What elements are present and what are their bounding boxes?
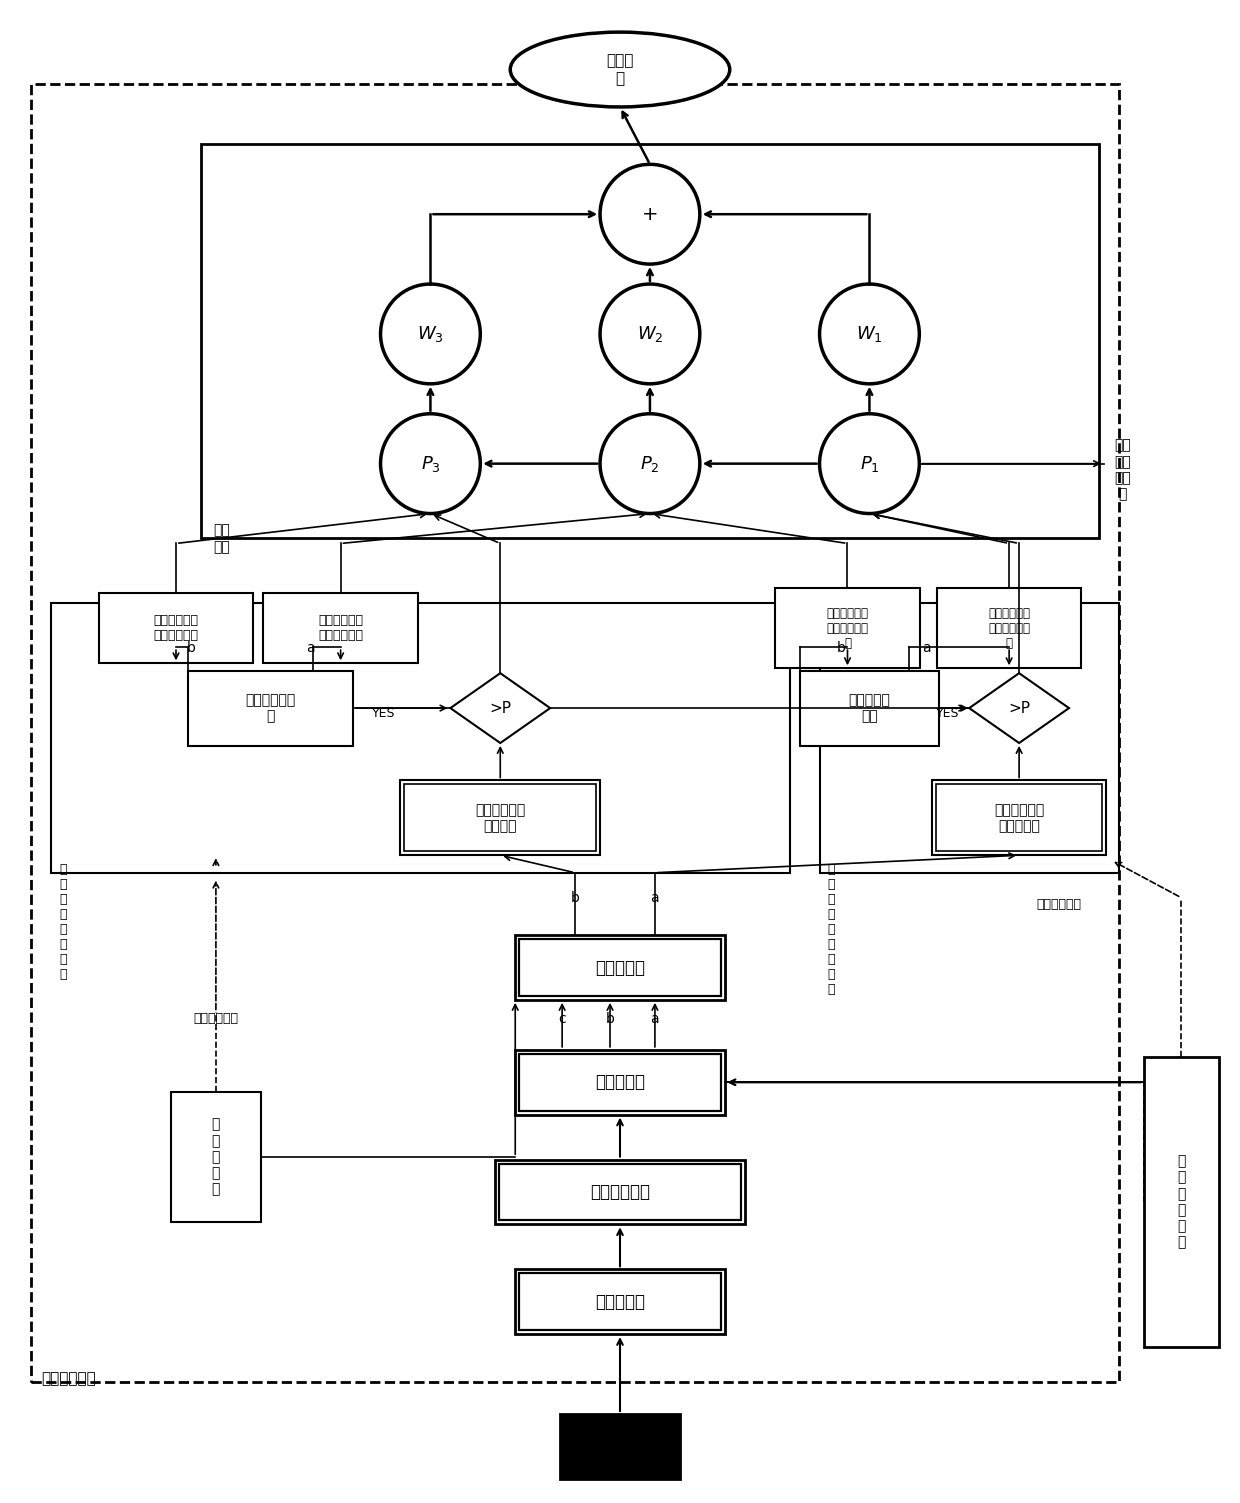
Text: 特征提取网络: 特征提取网络 — [590, 1183, 650, 1201]
Bar — [201, 144, 1099, 538]
Text: 结肠镜化学染
色早癌识别模
型: 结肠镜化学染 色早癌识别模 型 — [827, 607, 868, 649]
Bar — [520, 1273, 720, 1330]
Bar — [800, 670, 939, 745]
Polygon shape — [970, 673, 1069, 742]
Text: a: a — [306, 642, 315, 655]
Text: 内镜分类特征: 内镜分类特征 — [193, 1013, 238, 1025]
Text: 图像分类特征: 图像分类特征 — [1037, 897, 1081, 911]
Bar — [51, 603, 790, 873]
Bar — [31, 84, 1118, 1381]
Circle shape — [381, 284, 480, 383]
Text: 内
镜
分
类
器: 内 镜 分 类 器 — [212, 1118, 219, 1196]
Bar — [775, 588, 920, 669]
Text: 胃镜染色控制
器: 胃镜染色控制 器 — [246, 693, 296, 723]
Bar — [516, 1049, 724, 1115]
Text: 结
肠
镜
早
癌
识
别
模
型: 结 肠 镜 早 癌 识 别 模 型 — [827, 863, 835, 996]
Bar — [401, 780, 600, 855]
Text: 权值
模块: 权值 模块 — [213, 523, 229, 553]
Text: 结肠镜白光早
癌识别模型: 结肠镜白光早 癌识别模型 — [994, 803, 1044, 833]
Text: YES: YES — [935, 706, 959, 720]
Circle shape — [600, 284, 699, 383]
Bar — [404, 785, 596, 851]
Text: 图像控制器: 图像控制器 — [595, 1073, 645, 1091]
Bar — [500, 1163, 740, 1220]
Text: YES: YES — [372, 706, 396, 720]
Text: 胃
镜
早
癌
识
别
模
型: 胃 镜 早 癌 识 别 模 型 — [60, 863, 67, 981]
Bar — [516, 935, 724, 999]
Text: a: a — [651, 1013, 660, 1027]
Bar — [1143, 1057, 1219, 1347]
Bar — [520, 1054, 720, 1111]
Text: 结肠镜电子染
色早癌识别模
型: 结肠镜电子染 色早癌识别模 型 — [988, 607, 1030, 649]
Text: a: a — [651, 891, 660, 905]
Text: 胃镜白光早癌
识别模型: 胃镜白光早癌 识别模型 — [475, 803, 526, 833]
Text: 结肠染色控
制器: 结肠染色控 制器 — [848, 693, 890, 723]
Circle shape — [820, 413, 919, 514]
Text: $W_3$: $W_3$ — [417, 325, 444, 344]
Text: >P: >P — [1008, 700, 1030, 715]
Text: 图像预处理: 图像预处理 — [595, 1293, 645, 1311]
Bar — [936, 588, 1081, 669]
Bar — [820, 603, 1118, 873]
Text: 内镜控制器: 内镜控制器 — [595, 959, 645, 977]
Text: 是否
清除
概率
值: 是否 清除 概率 值 — [1114, 439, 1131, 502]
Text: b: b — [570, 891, 579, 905]
Bar — [516, 1270, 724, 1335]
Text: b: b — [837, 642, 846, 655]
Circle shape — [820, 284, 919, 383]
Ellipse shape — [510, 32, 730, 107]
Text: $P_2$: $P_2$ — [640, 454, 660, 473]
Text: $W_2$: $W_2$ — [636, 325, 663, 344]
Circle shape — [381, 413, 480, 514]
Bar — [263, 594, 418, 663]
Bar — [931, 780, 1106, 855]
Bar — [495, 1160, 745, 1225]
Text: 癌症概
率: 癌症概 率 — [606, 53, 634, 86]
Text: b: b — [186, 642, 196, 655]
Text: $P_1$: $P_1$ — [859, 454, 879, 473]
Text: $W_1$: $W_1$ — [856, 325, 883, 344]
Text: c: c — [558, 1013, 565, 1027]
Text: 图
像
分
类
模
型: 图 像 分 类 模 型 — [1177, 1154, 1185, 1249]
Bar — [936, 785, 1102, 851]
Text: >P: >P — [490, 700, 511, 715]
Text: 胃镜电子染色
早癌识别模型: 胃镜电子染色 早癌识别模型 — [319, 615, 363, 642]
Polygon shape — [450, 673, 551, 742]
Bar — [99, 594, 253, 663]
Circle shape — [600, 164, 699, 265]
Text: +: + — [641, 204, 658, 224]
Bar — [560, 1414, 680, 1479]
Text: $P_3$: $P_3$ — [420, 454, 440, 473]
Bar — [520, 939, 720, 996]
Text: b: b — [605, 1013, 615, 1027]
Text: 早癌识别模型: 早癌识别模型 — [41, 1372, 95, 1387]
Circle shape — [600, 413, 699, 514]
Bar — [188, 670, 353, 745]
Bar — [171, 1093, 260, 1222]
Text: a: a — [923, 642, 931, 655]
Text: 胃镜化学染色
早癌识别模型: 胃镜化学染色 早癌识别模型 — [154, 615, 198, 642]
